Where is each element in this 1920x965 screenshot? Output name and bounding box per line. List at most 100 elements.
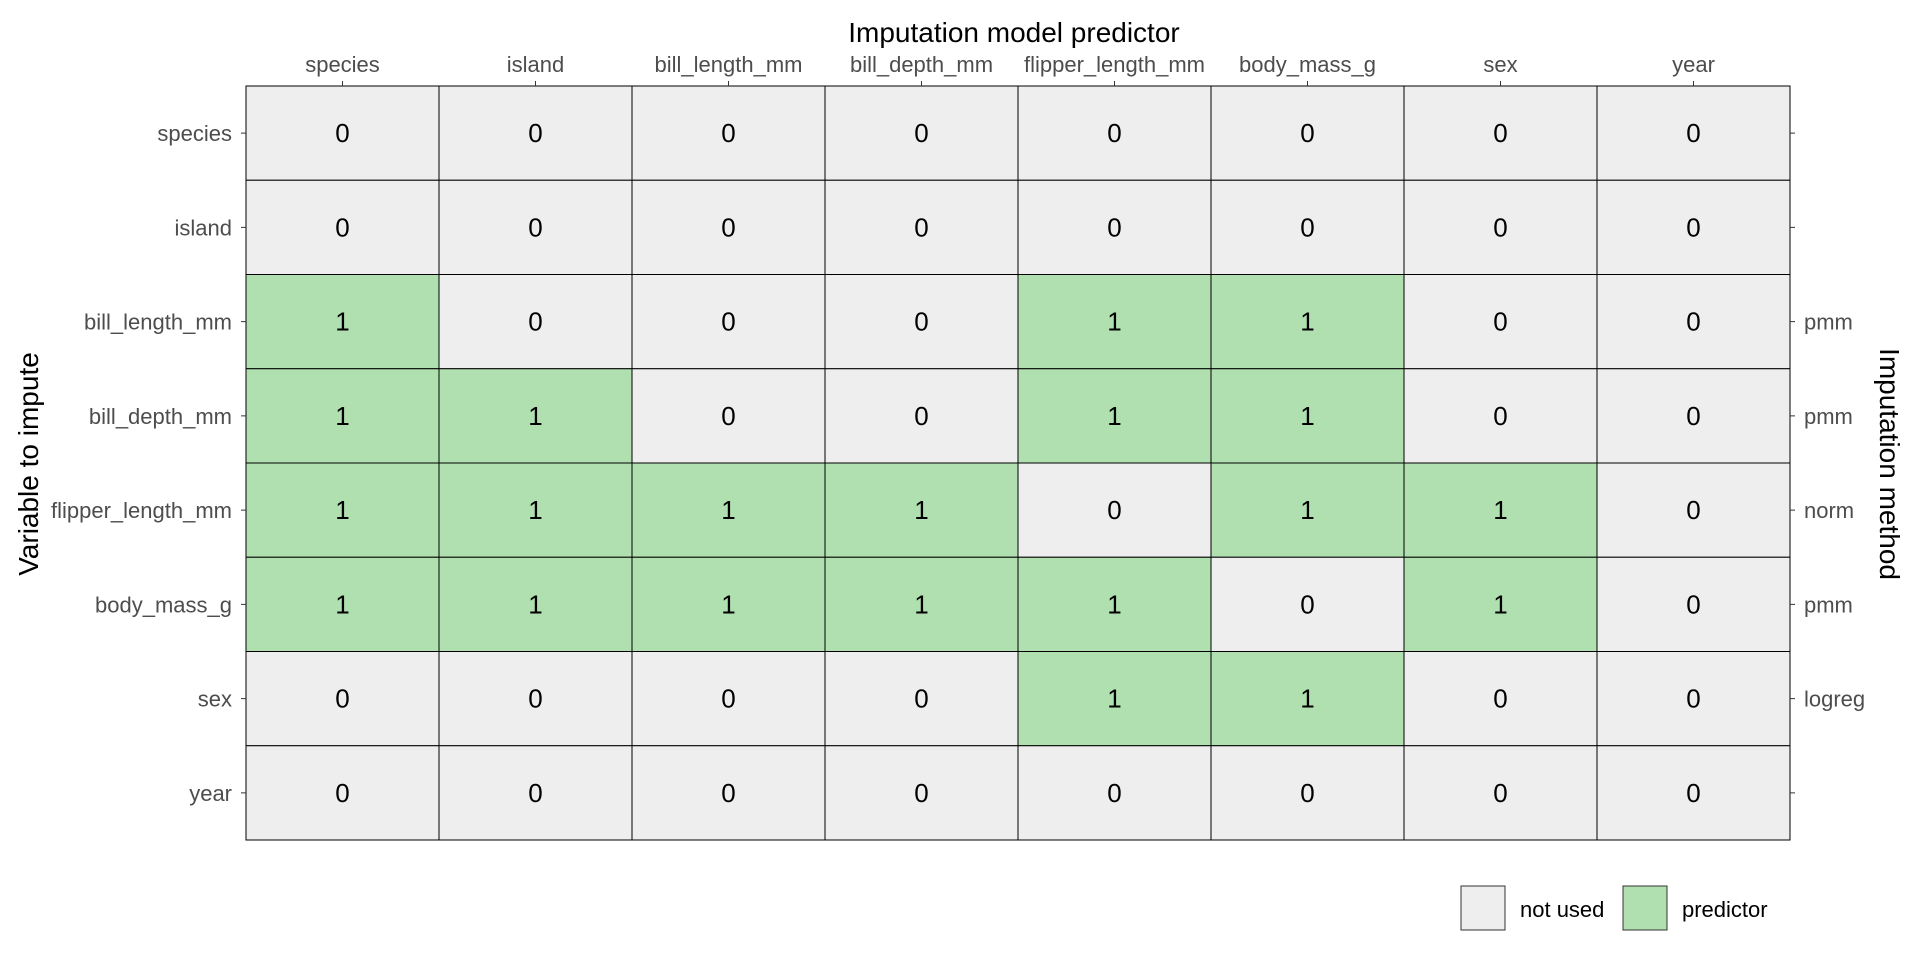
cell-value-label: 1 bbox=[335, 589, 349, 619]
cell-sex-year bbox=[1596, 651, 1791, 747]
cell-value-label: 0 bbox=[721, 684, 735, 714]
cell-species-year bbox=[1596, 85, 1791, 181]
cell-flipper_length_mm-flipper_length_mm bbox=[1017, 462, 1212, 558]
cell-value-label: 0 bbox=[721, 307, 735, 337]
y-tick-label: body_mass_g bbox=[95, 592, 232, 617]
x-tick-label: sex bbox=[1483, 52, 1517, 77]
cell-value-label: 0 bbox=[721, 212, 735, 242]
cell-bill_length_mm-island bbox=[438, 274, 633, 370]
cell-bill_length_mm-bill_depth_mm bbox=[824, 274, 1019, 370]
x-tick-label: island bbox=[507, 52, 564, 77]
cell-year-year bbox=[1596, 745, 1791, 841]
cell-bill_length_mm-flipper_length_mm bbox=[1017, 274, 1212, 370]
cell-value-label: 0 bbox=[528, 684, 542, 714]
cell-value-label: 1 bbox=[721, 495, 735, 525]
cell-value-label: 0 bbox=[721, 401, 735, 431]
cell-flipper_length_mm-bill_depth_mm bbox=[824, 462, 1019, 558]
cell-species-flipper_length_mm bbox=[1017, 85, 1212, 181]
cell-value-label: 0 bbox=[1686, 401, 1700, 431]
method-label: pmm bbox=[1804, 310, 1853, 335]
legend: not used predictor bbox=[1460, 885, 1768, 931]
cell-bill_length_mm-species bbox=[245, 274, 440, 370]
ticks-layer bbox=[241, 81, 1795, 794]
cell-value-label: 0 bbox=[914, 401, 928, 431]
cell-species-bill_depth_mm bbox=[824, 85, 1019, 181]
cell-value-label: 0 bbox=[1686, 495, 1700, 525]
y-tick-label: island bbox=[175, 215, 232, 240]
cell-value-label: 0 bbox=[1493, 212, 1507, 242]
cell-value-label: 1 bbox=[1300, 684, 1314, 714]
cell-value-label: 1 bbox=[1107, 589, 1121, 619]
cell-value-label: 0 bbox=[721, 778, 735, 808]
cell-bill_length_mm-body_mass_g bbox=[1210, 274, 1405, 370]
x-tick-label: flipper_length_mm bbox=[1024, 52, 1205, 77]
cell-value-label: 1 bbox=[914, 495, 928, 525]
cell-sex-island bbox=[438, 651, 633, 747]
cell-value-label: 1 bbox=[914, 589, 928, 619]
cell-value-label: 0 bbox=[1300, 589, 1314, 619]
cell-value-label: 0 bbox=[1107, 495, 1121, 525]
method-label: pmm bbox=[1804, 404, 1853, 429]
x-tick-label: year bbox=[1672, 52, 1715, 77]
cell-value-label: 0 bbox=[1493, 401, 1507, 431]
cell-sex-species bbox=[245, 651, 440, 747]
y-tick-label: year bbox=[189, 781, 232, 806]
cell-value-label: 0 bbox=[1107, 778, 1121, 808]
cell-body_mass_g-bill_length_mm bbox=[631, 556, 826, 652]
cell-value-label: 1 bbox=[335, 495, 349, 525]
cell-value-label: 0 bbox=[721, 118, 735, 148]
cell-year-sex bbox=[1403, 745, 1598, 841]
cell-value-label: 0 bbox=[1686, 778, 1700, 808]
cell-value-label: 1 bbox=[335, 401, 349, 431]
cell-year-flipper_length_mm bbox=[1017, 745, 1212, 841]
cell-value-label: 0 bbox=[1686, 307, 1700, 337]
method-label: logreg bbox=[1804, 687, 1865, 712]
cell-value-label: 1 bbox=[1107, 684, 1121, 714]
y-axis-title: Variable to impute bbox=[13, 352, 44, 576]
cell-value-label: 0 bbox=[335, 684, 349, 714]
cell-body_mass_g-year bbox=[1596, 556, 1791, 652]
cell-year-body_mass_g bbox=[1210, 745, 1405, 841]
legend-key-predictor bbox=[1622, 885, 1668, 931]
cell-value-label: 1 bbox=[1300, 495, 1314, 525]
cell-species-species bbox=[245, 85, 440, 181]
cell-island-bill_depth_mm bbox=[824, 179, 1019, 275]
cell-value-label: 0 bbox=[528, 307, 542, 337]
y-tick-label: flipper_length_mm bbox=[51, 498, 232, 523]
cell-year-bill_length_mm bbox=[631, 745, 826, 841]
cell-year-bill_depth_mm bbox=[824, 745, 1019, 841]
cell-year-island bbox=[438, 745, 633, 841]
y-tick-label: sex bbox=[198, 687, 232, 712]
cell-flipper_length_mm-body_mass_g bbox=[1210, 462, 1405, 558]
cell-value-label: 0 bbox=[335, 118, 349, 148]
cell-bill_depth_mm-flipper_length_mm bbox=[1017, 368, 1212, 464]
cell-value-label: 1 bbox=[528, 401, 542, 431]
cell-island-flipper_length_mm bbox=[1017, 179, 1212, 275]
cell-bill_length_mm-sex bbox=[1403, 274, 1598, 370]
cell-value-label: 0 bbox=[1686, 684, 1700, 714]
cell-value-label: 0 bbox=[914, 778, 928, 808]
method-axis-title: Imputation method bbox=[1874, 348, 1905, 580]
cell-value-label: 1 bbox=[528, 495, 542, 525]
cell-value-label: 1 bbox=[1107, 401, 1121, 431]
cell-value-label: 0 bbox=[1107, 212, 1121, 242]
cell-sex-body_mass_g bbox=[1210, 651, 1405, 747]
cell-value-label: 0 bbox=[528, 212, 542, 242]
cell-sex-sex bbox=[1403, 651, 1598, 747]
cell-value-label: 1 bbox=[1493, 589, 1507, 619]
cell-island-body_mass_g bbox=[1210, 179, 1405, 275]
cell-value-label: 1 bbox=[1493, 495, 1507, 525]
cell-value-label: 0 bbox=[1686, 212, 1700, 242]
cell-island-year bbox=[1596, 179, 1791, 275]
cell-value-label: 0 bbox=[335, 212, 349, 242]
cell-island-sex bbox=[1403, 179, 1598, 275]
cell-value-label: 0 bbox=[528, 778, 542, 808]
cell-species-island bbox=[438, 85, 633, 181]
cell-bill_depth_mm-bill_depth_mm bbox=[824, 368, 1019, 464]
cell-value-label: 1 bbox=[721, 589, 735, 619]
cell-body_mass_g-island bbox=[438, 556, 633, 652]
method-label: norm bbox=[1804, 498, 1854, 523]
method-label: pmm bbox=[1804, 592, 1853, 617]
cell-value-label: 0 bbox=[1107, 118, 1121, 148]
